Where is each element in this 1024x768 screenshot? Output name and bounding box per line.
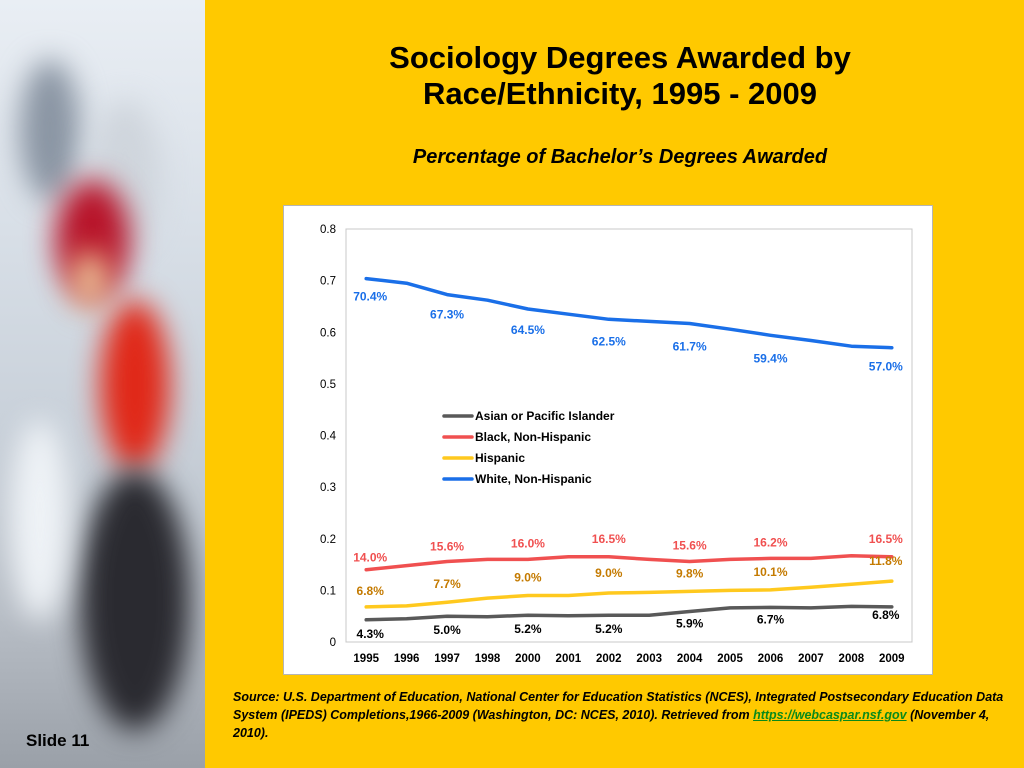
y-tick-label: 0.6 — [320, 327, 336, 339]
x-tick-label: 2004 — [677, 653, 703, 665]
plot-area — [345, 228, 913, 643]
page-title: Sociology Degrees Awarded by Race/Ethnic… — [300, 40, 940, 112]
x-tick-label: 1998 — [475, 653, 501, 665]
x-tick-label: 2000 — [515, 653, 541, 665]
data-label: 7.7% — [433, 577, 461, 591]
legend-label: Black, Non-Hispanic — [475, 430, 591, 444]
data-label: 61.7% — [673, 339, 707, 353]
data-label: 5.2% — [514, 622, 542, 636]
data-label: 9.0% — [595, 566, 623, 580]
data-label: 14.0% — [353, 551, 387, 565]
legend-label: Asian or Pacific Islander — [475, 409, 615, 423]
chart-subtitle: Percentage of Bachelor’s Degrees Awarded — [412, 146, 828, 168]
y-tick-label: 0.5 — [320, 379, 336, 391]
data-label: 9.0% — [514, 571, 542, 585]
data-label: 6.8% — [357, 584, 385, 598]
data-label: 4.3% — [357, 627, 385, 641]
title-line-2: Race/Ethnicity, 1995 - 2009 — [422, 76, 818, 111]
data-label: 10.1% — [753, 565, 787, 579]
data-label: 16.2% — [753, 535, 787, 549]
data-label: 59.4% — [753, 351, 787, 365]
y-tick-label: 0.1 — [320, 585, 336, 597]
source-text: Source: U.S. Department of Education, Na… — [233, 690, 1004, 722]
series-line — [364, 554, 894, 572]
x-tick-label: 1995 — [353, 653, 379, 665]
data-label: 16.0% — [511, 536, 545, 550]
y-tick-label: 0.8 — [320, 224, 336, 236]
x-tick-label: 2001 — [556, 653, 582, 665]
background-photo — [0, 0, 205, 768]
data-label: 5.9% — [676, 617, 704, 631]
data-label: 5.0% — [433, 623, 461, 637]
chart-canvas: 0 0.1 0.2 0.3 0.4 0.5 0.6 0.7 0.8 1995 1996 1997 199… — [320, 224, 913, 665]
source-suffix: (November 4, 2010). — [233, 708, 990, 740]
legend-label: White, Non-Hispanic — [475, 472, 592, 486]
x-tick-label: 2009 — [879, 653, 905, 665]
y-tick-label: 0 — [330, 637, 336, 649]
data-label: 70.4% — [353, 290, 387, 304]
data-label: 16.5% — [869, 532, 903, 546]
data-label: 15.6% — [673, 538, 707, 552]
x-tick-label: 2008 — [839, 653, 865, 665]
data-label: 9.8% — [676, 566, 704, 580]
data-label: 11.8% — [869, 554, 903, 568]
data-label: 16.5% — [592, 532, 626, 546]
data-label: 6.7% — [757, 612, 785, 626]
data-label: 62.5% — [592, 334, 626, 348]
line-chart: 0 0.1 0.2 0.3 0.4 0.5 0.6 0.7 0.8 1995 1996 1997 199… — [283, 205, 933, 675]
data-label: 57.0% — [869, 360, 903, 374]
slide-number: Slide 11 — [26, 731, 90, 750]
series-line — [364, 276, 894, 350]
y-tick-label: 0.3 — [320, 482, 336, 494]
x-tick-label: 2007 — [798, 653, 824, 665]
y-tick-label: 0.2 — [320, 534, 336, 546]
data-label: 5.2% — [595, 622, 623, 636]
series-line — [364, 579, 894, 609]
data-label: 67.3% — [430, 308, 464, 322]
x-tick-label: 2003 — [636, 653, 662, 665]
data-label: 64.5% — [511, 323, 545, 337]
x-tick-label: 2005 — [717, 653, 743, 665]
x-tick-label: 1997 — [434, 653, 460, 665]
x-tick-label: 2006 — [758, 653, 784, 665]
source-link[interactable]: https://webcaspar.nsf.gov — [753, 708, 907, 722]
series-line — [364, 604, 894, 622]
source-note: Source: U.S. Department of Education, Na… — [233, 688, 1013, 742]
legend-label: Hispanic — [475, 451, 525, 465]
title-line-1: Sociology Degrees Awarded by — [389, 40, 851, 75]
data-label: 6.8% — [872, 608, 900, 622]
y-tick-label: 0.4 — [320, 431, 337, 443]
x-tick-label: 1996 — [394, 653, 420, 665]
y-tick-label: 0.7 — [320, 276, 336, 288]
data-label: 15.6% — [430, 539, 464, 553]
x-tick-label: 2002 — [596, 653, 622, 665]
